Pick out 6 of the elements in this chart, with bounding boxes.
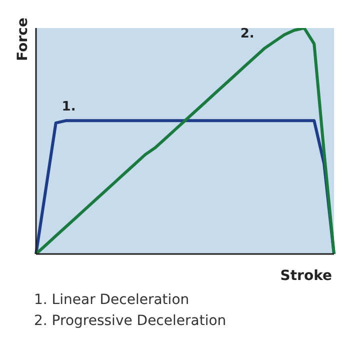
text: 1. Linear Deceleration xyxy=(34,291,190,310)
series-label: 2. xyxy=(240,26,254,42)
series-label: 1. xyxy=(62,100,76,115)
x-axis-title: Stroke xyxy=(280,268,332,284)
text: 2. Progressive Deceleration xyxy=(34,312,228,331)
y-axis-title: Force xyxy=(14,18,31,61)
